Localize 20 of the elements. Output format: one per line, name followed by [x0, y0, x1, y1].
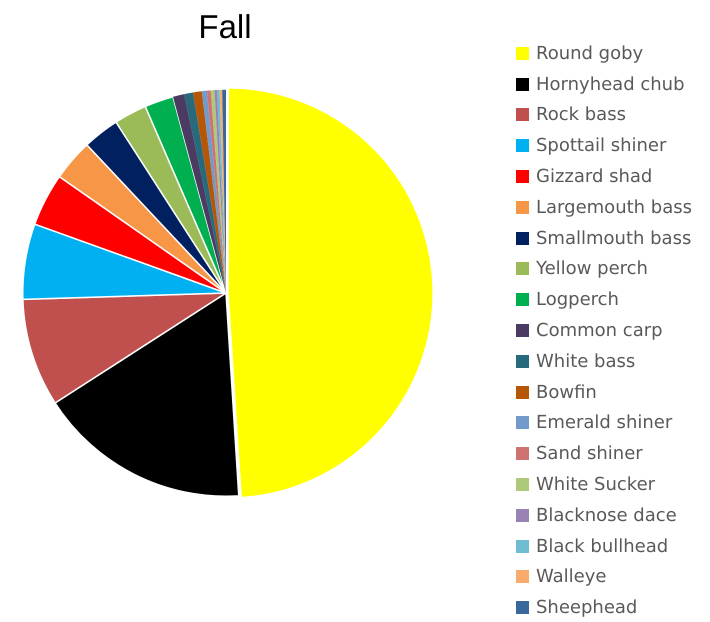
- legend-label: Logperch: [536, 289, 619, 310]
- legend-label: Sand shiner: [536, 443, 643, 464]
- legend-label: Common carp: [536, 320, 663, 342]
- legend-label: Blacknose dace: [536, 504, 677, 526]
- legend-label: Hornyhead chub: [536, 74, 684, 95]
- legend-label: Walleye: [536, 566, 606, 588]
- legend-label: Sheephead: [536, 597, 638, 618]
- legend-label: Gizzard shad: [536, 166, 652, 188]
- legend-label: Emerald shiner: [536, 412, 672, 434]
- legend-label: Smallmouth bass: [536, 228, 692, 249]
- legend-label: Largemouth bass: [536, 196, 692, 218]
- legend-label: Black bullhead: [536, 536, 668, 557]
- legend-label: Spottail shiner: [536, 135, 666, 156]
- legend-label: Rock bass: [536, 104, 626, 126]
- legend-label: White bass: [536, 350, 636, 372]
- chart-title: Fall: [197, 8, 253, 46]
- legend-label: Bowfin: [536, 382, 597, 403]
- legend-label: Round goby: [536, 42, 644, 64]
- legend-label: Yellow perch: [536, 258, 648, 280]
- legend-label: White Sucker: [536, 474, 656, 496]
